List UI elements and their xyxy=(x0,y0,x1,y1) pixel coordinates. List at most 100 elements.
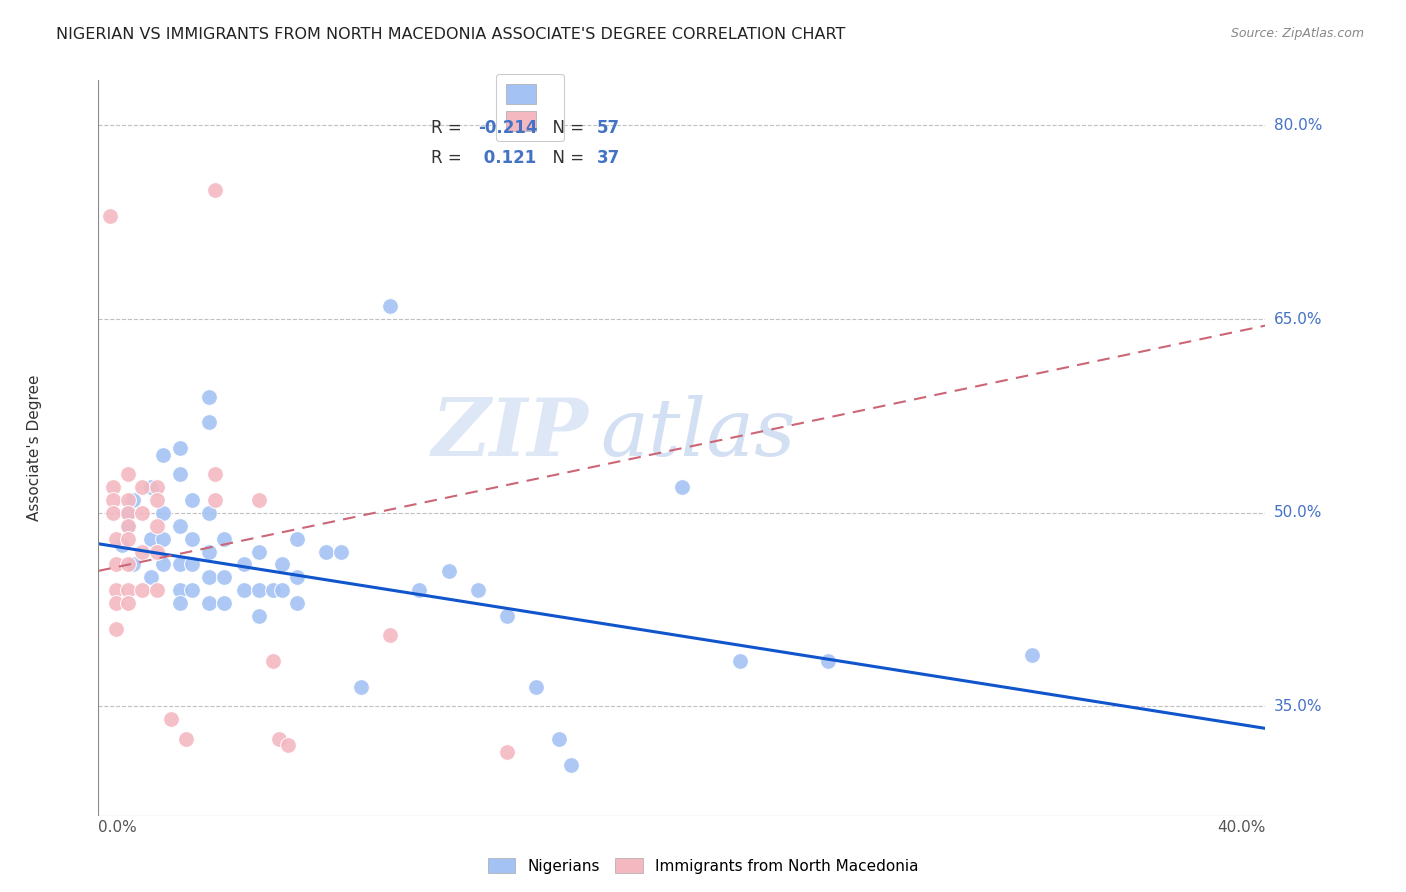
Point xyxy=(111,538,134,552)
Text: NIGERIAN VS IMMIGRANTS FROM NORTH MACEDONIA ASSOCIATE'S DEGREE CORRELATION CHART: NIGERIAN VS IMMIGRANTS FROM NORTH MACEDO… xyxy=(56,27,845,42)
Point xyxy=(146,583,169,598)
Text: 0.121: 0.121 xyxy=(478,149,536,167)
Text: R =: R = xyxy=(432,120,467,137)
Point xyxy=(1021,648,1043,662)
Point xyxy=(117,467,139,481)
Point xyxy=(198,544,221,558)
Point xyxy=(146,492,169,507)
Text: 0.0%: 0.0% xyxy=(98,820,138,835)
Point xyxy=(117,506,139,520)
Point xyxy=(467,583,489,598)
Text: 50.0%: 50.0% xyxy=(1274,505,1323,520)
Point xyxy=(204,492,226,507)
Point xyxy=(524,680,547,694)
Point xyxy=(152,448,174,462)
Point xyxy=(146,544,169,558)
Point xyxy=(285,570,308,584)
Point xyxy=(169,518,191,533)
Text: R =: R = xyxy=(432,149,472,167)
Point xyxy=(233,583,256,598)
Point xyxy=(122,558,145,572)
Point xyxy=(262,583,284,598)
Point xyxy=(117,558,139,572)
Text: Source: ZipAtlas.com: Source: ZipAtlas.com xyxy=(1230,27,1364,40)
Point xyxy=(269,731,291,746)
Point xyxy=(117,492,139,507)
Point xyxy=(152,558,174,572)
Point xyxy=(271,558,294,572)
Point xyxy=(139,532,162,546)
Text: -0.214: -0.214 xyxy=(478,120,537,137)
Point xyxy=(169,558,191,572)
Point xyxy=(101,506,124,520)
Text: 57: 57 xyxy=(596,120,620,137)
Point xyxy=(247,583,270,598)
Point xyxy=(285,596,308,610)
Point xyxy=(117,506,139,520)
Point xyxy=(169,442,191,455)
Point xyxy=(247,492,270,507)
Point xyxy=(548,731,571,746)
Legend: Nigerians, Immigrants from North Macedonia: Nigerians, Immigrants from North Macedon… xyxy=(481,852,925,880)
Point xyxy=(329,544,352,558)
Point xyxy=(169,467,191,481)
Point xyxy=(117,583,139,598)
Point xyxy=(104,622,127,636)
Text: 65.0%: 65.0% xyxy=(1274,311,1323,326)
Point xyxy=(671,480,693,494)
Text: 37: 37 xyxy=(596,149,620,167)
Text: N =: N = xyxy=(541,120,589,137)
Point xyxy=(277,738,299,752)
Point xyxy=(180,558,202,572)
Point xyxy=(437,564,460,578)
Point xyxy=(101,492,124,507)
Point xyxy=(117,518,139,533)
Point xyxy=(285,532,308,546)
Point xyxy=(160,712,183,726)
Point xyxy=(139,570,162,584)
Point xyxy=(204,467,226,481)
Point xyxy=(117,518,139,533)
Text: 40.0%: 40.0% xyxy=(1218,820,1265,835)
Point xyxy=(131,506,153,520)
Point xyxy=(380,628,402,642)
Point xyxy=(98,209,121,223)
Point xyxy=(496,745,519,759)
Point xyxy=(198,596,221,610)
Point xyxy=(247,609,270,624)
Point xyxy=(380,299,402,313)
Point xyxy=(174,731,197,746)
Point xyxy=(131,544,153,558)
Text: 80.0%: 80.0% xyxy=(1274,118,1323,133)
Point xyxy=(146,518,169,533)
Text: atlas: atlas xyxy=(600,395,796,472)
Point xyxy=(408,583,430,598)
Point xyxy=(131,583,153,598)
Point xyxy=(198,390,221,404)
Text: Associate's Degree: Associate's Degree xyxy=(27,375,42,522)
Point xyxy=(104,596,127,610)
Point xyxy=(560,757,582,772)
Point xyxy=(117,532,139,546)
Point xyxy=(131,480,153,494)
Point xyxy=(104,558,127,572)
Point xyxy=(104,583,127,598)
Point xyxy=(233,558,256,572)
Point xyxy=(122,492,145,507)
Point xyxy=(212,570,235,584)
Legend:  ,  : , xyxy=(496,74,564,141)
Point xyxy=(496,609,519,624)
Point xyxy=(169,596,191,610)
Text: ZIP: ZIP xyxy=(432,395,589,472)
Point xyxy=(204,183,226,197)
Point xyxy=(152,532,174,546)
Point xyxy=(247,544,270,558)
Point xyxy=(262,654,284,668)
Point xyxy=(180,532,202,546)
Point xyxy=(139,480,162,494)
Point xyxy=(180,583,202,598)
Point xyxy=(350,680,373,694)
Point xyxy=(117,596,139,610)
Point xyxy=(101,480,124,494)
Point xyxy=(198,416,221,430)
